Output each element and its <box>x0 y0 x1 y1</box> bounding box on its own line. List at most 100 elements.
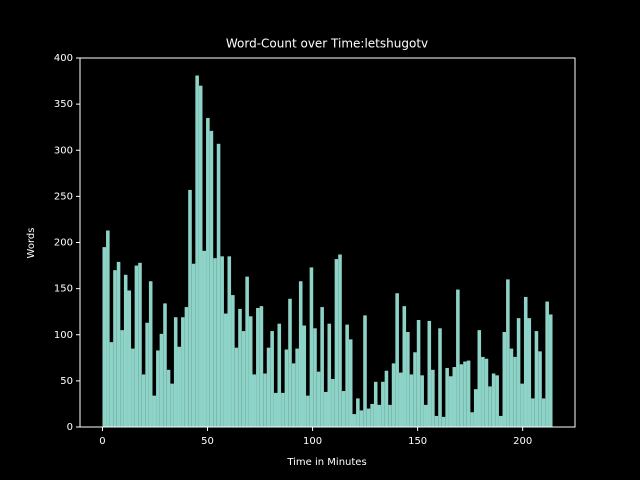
bar <box>131 348 135 427</box>
bar <box>209 130 214 427</box>
bar <box>306 395 310 427</box>
bar <box>270 331 274 427</box>
bar <box>506 279 510 427</box>
bar <box>445 367 449 427</box>
bar <box>313 328 317 427</box>
bar <box>163 303 167 427</box>
bar <box>513 356 517 427</box>
bar <box>352 414 357 427</box>
bar <box>159 333 164 427</box>
bar <box>348 339 353 427</box>
bar <box>134 265 139 427</box>
bar <box>345 324 349 427</box>
bar <box>152 395 157 427</box>
bar <box>331 379 335 427</box>
y-tick-label: 150 <box>54 284 73 295</box>
bar <box>423 404 428 427</box>
bar <box>356 398 360 427</box>
bar <box>109 342 114 427</box>
bar <box>416 319 421 427</box>
bar <box>388 404 392 427</box>
bar <box>363 315 367 427</box>
bar <box>456 289 460 427</box>
bar <box>284 349 289 427</box>
bar <box>281 392 285 427</box>
bar <box>398 372 403 427</box>
bar <box>470 412 474 427</box>
bar <box>273 392 278 427</box>
bar <box>477 330 482 427</box>
y-tick-label: 200 <box>54 238 73 249</box>
bar <box>252 374 257 427</box>
bar <box>234 347 239 427</box>
bar <box>298 281 303 427</box>
x-tick-label: 150 <box>408 436 427 447</box>
bar <box>473 389 478 427</box>
bar <box>520 383 524 427</box>
bar <box>227 256 232 427</box>
bar <box>259 306 264 427</box>
bar <box>241 331 246 427</box>
bar <box>409 374 414 427</box>
bar <box>188 189 192 427</box>
bar <box>220 256 224 427</box>
y-tick-label: 50 <box>60 376 73 387</box>
bar <box>431 369 435 427</box>
bar <box>484 358 489 427</box>
bar <box>213 258 217 427</box>
bar <box>173 317 178 427</box>
bar <box>395 293 399 427</box>
bar <box>263 373 267 427</box>
bar <box>120 330 124 427</box>
bar <box>491 373 496 427</box>
bar <box>406 331 410 427</box>
bar <box>231 295 235 427</box>
bar <box>184 307 189 427</box>
bar <box>381 381 385 427</box>
bar <box>545 301 549 427</box>
bar <box>452 367 457 427</box>
bar <box>413 352 417 427</box>
bar <box>181 317 185 427</box>
bar <box>277 323 282 427</box>
bar <box>327 323 332 427</box>
bar <box>138 262 142 427</box>
bar <box>195 75 199 427</box>
bar <box>502 331 507 427</box>
bar <box>441 416 446 427</box>
bar <box>377 404 382 427</box>
bar <box>334 259 339 427</box>
bar <box>320 307 324 427</box>
bar <box>359 410 364 427</box>
bar <box>438 328 442 427</box>
bar <box>466 360 471 427</box>
bar <box>420 375 424 427</box>
bar <box>402 306 407 427</box>
bar <box>316 371 321 427</box>
bar <box>145 322 149 427</box>
bar <box>102 247 107 427</box>
bar <box>495 375 499 427</box>
bar <box>141 374 146 427</box>
bar <box>448 376 453 427</box>
bar <box>223 313 228 427</box>
bar <box>191 263 196 427</box>
bar <box>198 85 203 428</box>
bar <box>295 348 299 427</box>
x-tick-label: 50 <box>201 436 214 447</box>
bar <box>248 316 253 427</box>
bar <box>113 270 117 427</box>
bar <box>166 369 171 427</box>
bar <box>538 351 542 427</box>
x-tick-label: 0 <box>99 436 105 447</box>
bar <box>463 361 467 427</box>
bar <box>459 364 464 427</box>
y-axis-label: Words <box>26 228 37 259</box>
bar <box>170 383 174 427</box>
bar <box>323 391 328 427</box>
chart-title: Word-Count over Time:letshugotv <box>226 37 428 51</box>
bar <box>370 403 374 427</box>
bar <box>238 308 242 427</box>
